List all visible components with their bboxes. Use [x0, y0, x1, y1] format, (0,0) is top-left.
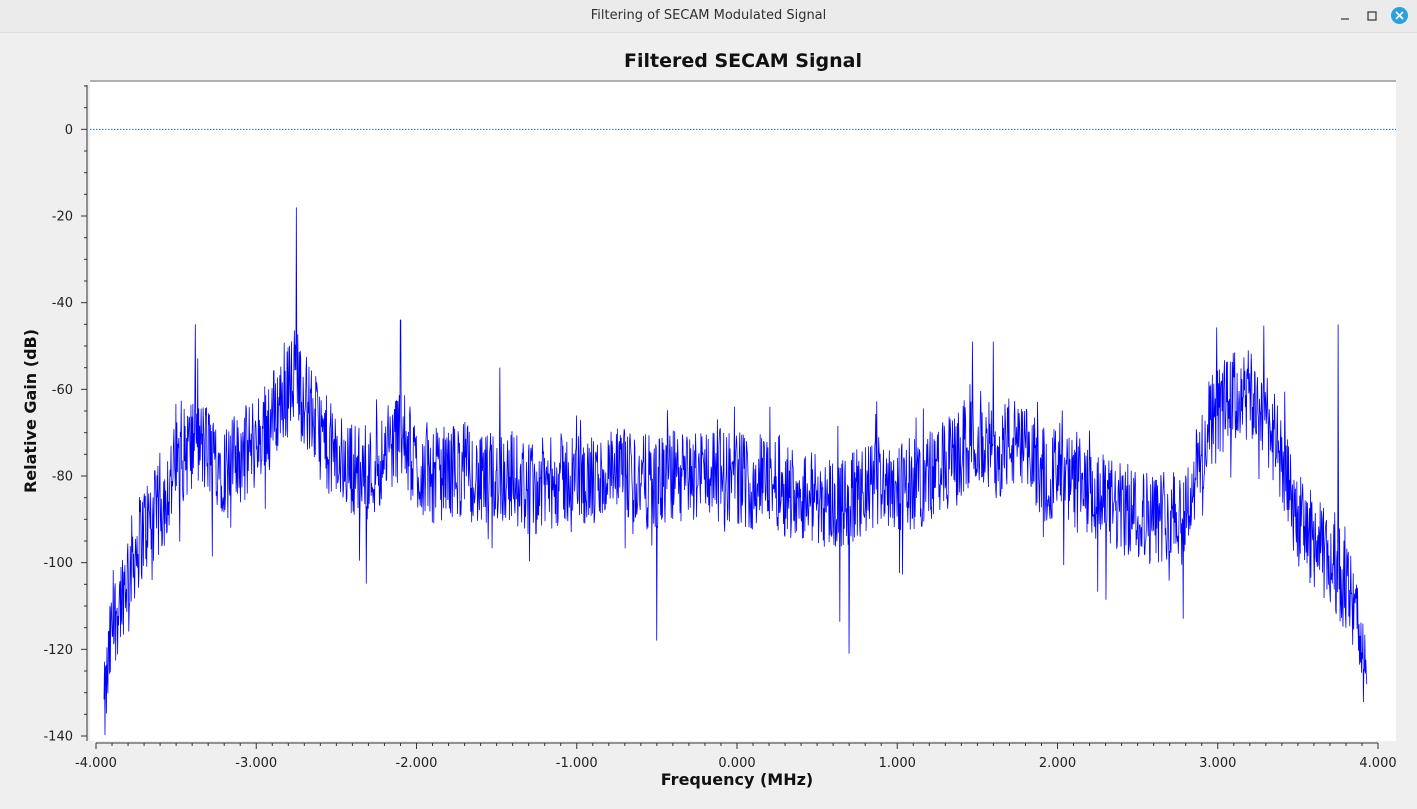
- y-tick-label: -40: [52, 296, 73, 311]
- y-tick-label: -100: [43, 556, 73, 571]
- y-tick-label: -80: [52, 470, 73, 485]
- chart-title: Filtered SECAM Signal: [624, 50, 862, 72]
- y-tick-label: -140: [43, 730, 73, 745]
- close-button[interactable]: [1391, 7, 1408, 24]
- x-tick-label: 3.000: [1199, 756, 1236, 771]
- minimize-button[interactable]: [1337, 8, 1353, 24]
- x-tick-label: 4.000: [1359, 756, 1396, 771]
- title-bar[interactable]: Filtering of SECAM Modulated Signal: [0, 0, 1417, 33]
- y-tick-label: -60: [52, 383, 73, 398]
- spectrum-line: [103, 207, 1368, 736]
- y-tick-label: -120: [43, 643, 73, 658]
- x-tick-label: -1.000: [556, 756, 598, 771]
- spectrum-trace: [103, 207, 1368, 736]
- close-icon: [1395, 11, 1404, 20]
- x-axis-title: Frequency (MHz): [661, 770, 813, 789]
- y-axis-title: Relative Gain (dB): [21, 329, 40, 493]
- x-tick-label: -4.000: [75, 756, 117, 771]
- minimize-icon: [1341, 18, 1349, 20]
- plot-canvas[interactable]: [90, 81, 1396, 741]
- y-tick-label: 0: [65, 123, 73, 138]
- x-tick-label: 2.000: [1039, 756, 1076, 771]
- y-tick-label: -20: [52, 210, 73, 225]
- maximize-icon: [1367, 11, 1377, 21]
- x-tick-label: -3.000: [235, 756, 277, 771]
- maximize-button[interactable]: [1364, 8, 1380, 24]
- x-tick-label: 1.000: [879, 756, 916, 771]
- window-title: Filtering of SECAM Modulated Signal: [590, 8, 827, 23]
- x-tick-label: 0.000: [718, 756, 755, 771]
- x-tick-label: -2.000: [396, 756, 438, 771]
